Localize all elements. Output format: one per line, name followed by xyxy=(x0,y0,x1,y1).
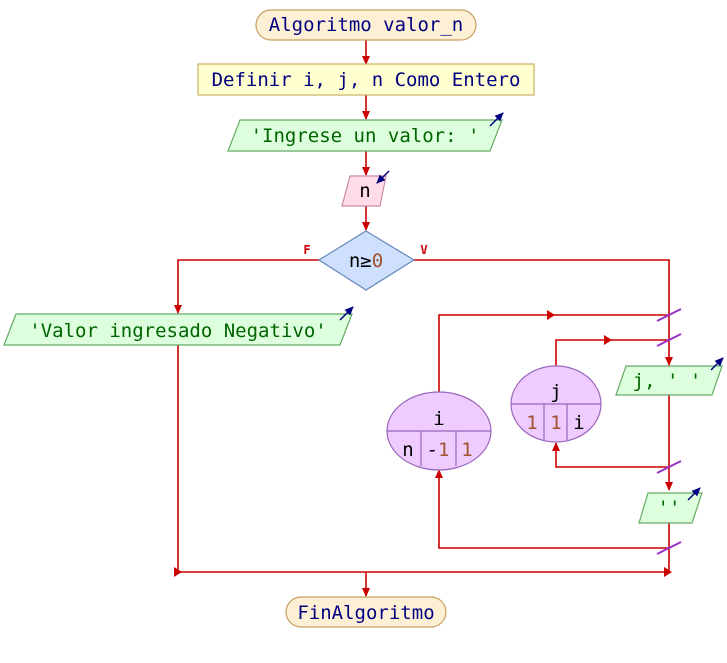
connector-false-branch xyxy=(174,259,319,314)
loop-j-var: j xyxy=(550,381,561,403)
end-label: FinAlgoritmo xyxy=(297,602,434,624)
prompt-output: 'Ingrese un valor: ' xyxy=(227,112,504,152)
loop-i-mark xyxy=(656,308,682,322)
output-arrow-icon xyxy=(687,487,701,501)
connector-true-branch xyxy=(414,259,673,366)
flow-lines xyxy=(174,40,673,597)
output-arrow-icon xyxy=(489,112,504,127)
loop-j-exit-edge xyxy=(552,442,669,468)
inner-output: j, ' ' xyxy=(615,357,724,396)
loop-j-end: i xyxy=(573,412,584,434)
negative-output-text: 'Valor ingresado Negativo' xyxy=(29,320,326,342)
loop-j-arrowhead xyxy=(604,335,612,345)
end-terminal: FinAlgoritmo xyxy=(285,596,447,628)
loop-i-exit-edge xyxy=(435,469,669,549)
inner-output-text: j, ' ' xyxy=(633,370,702,392)
merge-left-arrowhead xyxy=(174,567,182,577)
loop-j-step: 1 xyxy=(550,412,561,434)
loop-j-start: 1 xyxy=(526,412,537,434)
false-label: F xyxy=(303,243,310,257)
newline-output: '' xyxy=(638,487,703,524)
loop-i-end-mark xyxy=(656,541,682,555)
loop-i-arrowhead xyxy=(547,310,555,320)
define-process: Definir i, j, n Como Entero xyxy=(197,63,535,96)
merge-right-arrowhead xyxy=(664,567,672,577)
prompt-output-text: 'Ingrese un valor: ' xyxy=(251,125,480,147)
true-label: V xyxy=(420,243,427,257)
start-terminal: Algoritmo valor_n xyxy=(255,9,477,41)
loop-j-mark xyxy=(656,333,682,347)
start-label: Algoritmo valor_n xyxy=(269,14,463,36)
input-n: n xyxy=(341,170,390,207)
loop-i-var: i xyxy=(433,408,444,430)
output-arrow-icon xyxy=(710,357,724,371)
loop-i-start: n xyxy=(402,439,413,461)
output-arrow-icon xyxy=(339,306,354,321)
input-var: n xyxy=(359,180,370,202)
loop-j-end-mark xyxy=(656,460,682,474)
loop-marks xyxy=(656,308,682,555)
loop-j-back-edge xyxy=(555,339,669,366)
newline-output-text: '' xyxy=(658,497,681,519)
loop-i-end: 1 xyxy=(461,439,472,461)
input-arrow-icon xyxy=(376,170,390,184)
decision-condition: n≥0 xyxy=(349,250,383,272)
decision-node: n≥0 F V xyxy=(303,230,428,291)
loop-i-back-edge xyxy=(438,314,669,392)
define-label: Definir i, j, n Como Entero xyxy=(212,69,521,91)
loop-i-step: -1 xyxy=(427,439,450,461)
negative-output: 'Valor ingresado Negativo' xyxy=(3,306,354,346)
loop-j-node: j 1 1 i xyxy=(510,365,602,443)
loop-i-node: i n -1 1 xyxy=(386,391,492,471)
